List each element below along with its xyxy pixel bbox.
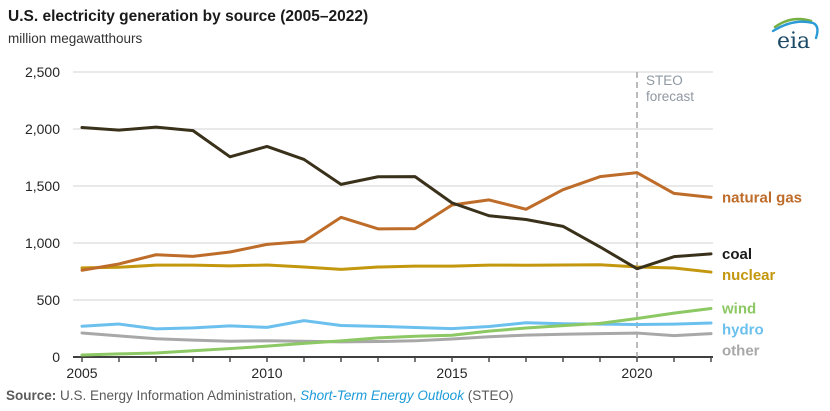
x-tick-label: 2005 bbox=[66, 365, 97, 381]
forecast-annotation: STEO bbox=[646, 73, 683, 88]
chart-units-label: million megawatthours bbox=[8, 31, 143, 46]
source-text: U.S. Energy Information Administration, bbox=[56, 388, 301, 403]
logo-text: eia bbox=[777, 29, 810, 54]
series-line-other bbox=[80, 331, 713, 344]
y-tick-label: 500 bbox=[37, 292, 61, 308]
line-chart: 0 500 1,000 1,500 2,000 2,500 2005 2010 2015 2020… bbox=[25, 64, 802, 381]
series-line-natural-gas bbox=[80, 171, 713, 272]
series-line-wind bbox=[80, 307, 713, 357]
series-label-hydro: hydro bbox=[722, 322, 764, 339]
x-tick-label: 2010 bbox=[251, 365, 282, 381]
y-tick-label: 0 bbox=[52, 349, 60, 365]
series-line-coal bbox=[80, 125, 713, 271]
eia-logo: eia bbox=[770, 12, 822, 56]
steo-link[interactable]: Short-Term Energy Outlook bbox=[300, 388, 464, 403]
series-label-coal: coal bbox=[722, 246, 752, 263]
y-tick-label: 2,500 bbox=[25, 64, 60, 80]
series-label-natural-gas: natural gas bbox=[722, 189, 802, 206]
logo-swoosh-green bbox=[773, 17, 813, 29]
eia-logo-graphic: eia bbox=[771, 17, 819, 54]
source-line: Source: U.S. Energy Information Administ… bbox=[6, 388, 513, 403]
series-line-hydro bbox=[80, 319, 713, 331]
source-suffix: (STEO) bbox=[463, 388, 514, 403]
series-line-nuclear bbox=[80, 263, 713, 274]
y-tick-label: 1,000 bbox=[25, 235, 60, 251]
y-tick-label: 2,000 bbox=[25, 121, 60, 137]
series-label-other: other bbox=[722, 343, 760, 360]
series-label-nuclear: nuclear bbox=[722, 267, 776, 284]
chart-area: 0 500 1,000 1,500 2,000 2,500 2005 2010 2015 2020… bbox=[0, 55, 830, 385]
x-tick-label: 2020 bbox=[621, 365, 652, 381]
chart-title: U.S. electricity generation by source (2… bbox=[8, 8, 369, 25]
logo-swoosh-blue bbox=[771, 20, 819, 40]
source-label: Source: bbox=[6, 388, 57, 403]
series-label-wind: wind bbox=[721, 301, 756, 318]
y-tick-label: 1,500 bbox=[25, 178, 60, 194]
forecast-annotation: forecast bbox=[646, 89, 694, 104]
x-tick-label: 2015 bbox=[436, 365, 467, 381]
